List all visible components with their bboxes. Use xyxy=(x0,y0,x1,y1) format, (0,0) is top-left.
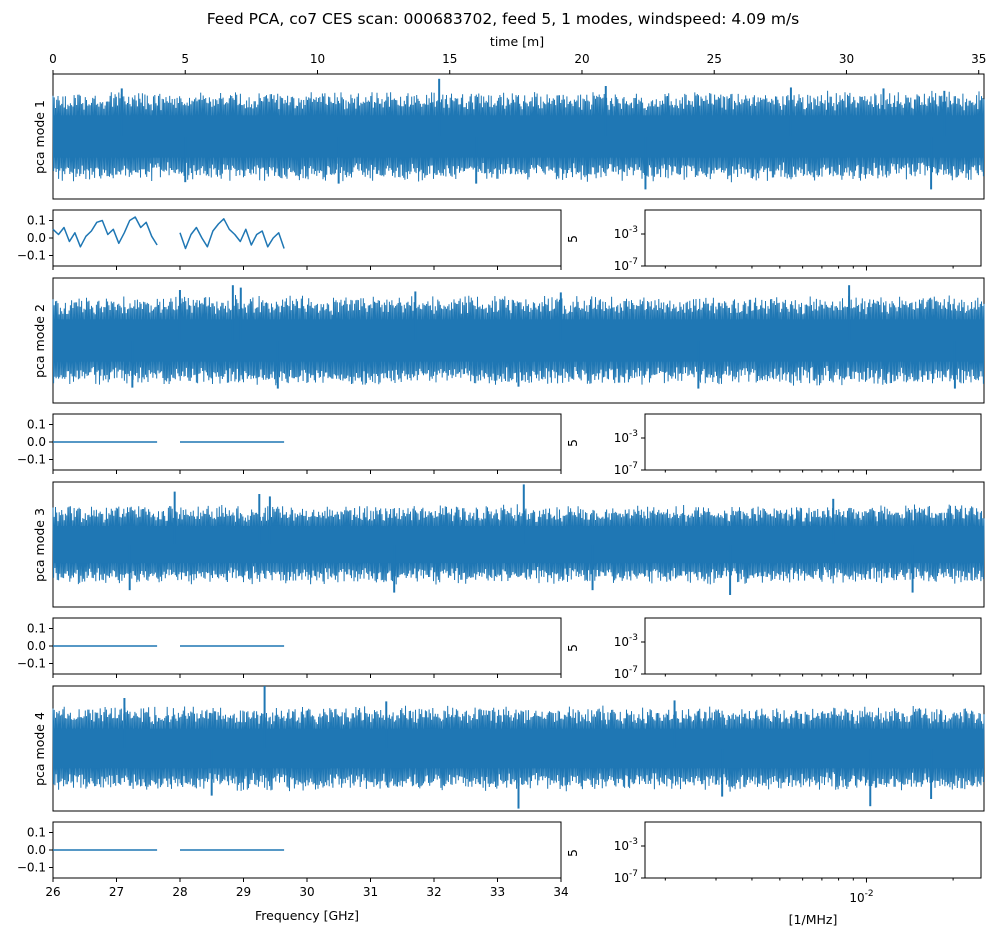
panel-pca-mode-2: pca mode 2 xyxy=(32,277,985,404)
pca-mode-4-ylabel: pca mode 4 xyxy=(32,712,47,786)
freq-1-series xyxy=(52,216,285,250)
pca-mode-3-ylabel: pca mode 3 xyxy=(32,508,47,582)
freq-3-side-label: 5 xyxy=(565,644,580,652)
figure-title: Feed PCA, co7 CES scan: 000683702, feed … xyxy=(207,10,800,28)
time-tick-label-3: 15 xyxy=(442,52,457,66)
psd-1-frame xyxy=(644,209,982,267)
freq-ytick-label-5-1: 0.0 xyxy=(27,639,46,653)
panel-freq-1: 0.1 0.0 −0.1 5 xyxy=(17,209,580,270)
freq-4-ticks: 0.1 0.0 −0.1 26 27 28 29 30 31 32 33 34 xyxy=(17,826,569,900)
pca-core-band-0 xyxy=(53,115,984,158)
freq-ytick-label-5-2: −0.1 xyxy=(17,657,46,671)
pca-core-band-4 xyxy=(53,525,984,564)
freq-trace-1-0 xyxy=(52,216,158,248)
freq-xtick-label-0: 26 xyxy=(45,885,60,899)
freq-ytick-label-1-1: 0.0 xyxy=(27,231,46,245)
pca-trace-0 xyxy=(52,90,985,183)
freq-xtick-label-3: 29 xyxy=(236,885,251,899)
time-axis-label: time [m] xyxy=(490,34,544,49)
freq-xtick-label-6: 32 xyxy=(426,885,441,899)
freq-ytick-label-7-0: 0.1 xyxy=(27,826,46,840)
freq-trace-1-1 xyxy=(179,218,285,250)
freq-1-ticks: 0.1 0.0 −0.1 xyxy=(17,214,562,270)
freq-4-side-label: 5 xyxy=(565,849,580,857)
panel-pca-mode-1: 0 5 10 15 20 25 30 35 pca mode 1 xyxy=(32,52,986,200)
psd-axis-label: [1/MHz] xyxy=(789,912,838,927)
panel-freq-3: 0.1 0.0 −0.1 5 xyxy=(17,617,580,678)
freq-xtick-label-5: 31 xyxy=(363,885,378,899)
panel-pca-mode-3: pca mode 3 xyxy=(32,481,985,608)
time-axis-ticks: 0 5 10 15 20 25 30 35 xyxy=(49,52,986,74)
panel-psd-4: 10-310-710-2 xyxy=(614,821,982,905)
freq-ytick-label-3-2: −0.1 xyxy=(17,453,46,467)
freq-ytick-label-7-1: 0.0 xyxy=(27,843,46,857)
freq-xtick-label-1: 27 xyxy=(109,885,124,899)
freq-2-side-label: 5 xyxy=(565,439,580,447)
time-tick-label-2: 10 xyxy=(310,52,325,66)
freq-ytick-label-7-2: −0.1 xyxy=(17,861,46,875)
time-tick-label-1: 5 xyxy=(181,52,189,66)
freq-ytick-label-3-1: 0.0 xyxy=(27,435,46,449)
psd-2-frame xyxy=(644,413,982,471)
pca-mode-3-series xyxy=(52,484,985,595)
freq-1-side-label: 5 xyxy=(565,235,580,243)
psd-4-ticks: 10-310-710-2 xyxy=(614,837,954,905)
time-tick-label-4: 20 xyxy=(574,52,589,66)
pca-trace-2 xyxy=(52,294,985,386)
freq-xtick-label-8: 34 xyxy=(553,885,568,899)
freq-axis-label: Frequency [GHz] xyxy=(255,908,359,923)
panel-freq-4: 0.1 0.0 −0.1 26 27 28 29 30 31 32 33 34 5 xyxy=(17,821,580,900)
pca-trace-6 xyxy=(52,705,985,792)
freq-xtick-label-7: 33 xyxy=(490,885,505,899)
panel-pca-mode-4: pca mode 4 xyxy=(32,685,985,812)
freq-ytick-label-1-2: −0.1 xyxy=(17,249,46,263)
pca-mode-4-series xyxy=(52,686,985,809)
pca-mode-1-series xyxy=(52,78,985,190)
freq-ytick-label-1-0: 0.1 xyxy=(27,214,46,228)
psd-3-frame xyxy=(644,617,982,675)
time-tick-label-6: 30 xyxy=(839,52,854,66)
time-tick-label-0: 0 xyxy=(49,52,57,66)
psd-4-frame xyxy=(644,821,982,879)
freq-2-ticks: 0.1 0.0 −0.1 xyxy=(17,418,562,474)
freq-xtick-label-2: 28 xyxy=(172,885,187,899)
time-tick-label-5: 25 xyxy=(707,52,722,66)
freq-ytick-label-3-0: 0.1 xyxy=(27,418,46,432)
freq-xtick-label-4: 30 xyxy=(299,885,314,899)
pca-mode-2-ylabel: pca mode 2 xyxy=(32,304,47,378)
panel-freq-2: 0.1 0.0 −0.1 5 xyxy=(17,413,580,474)
freq-ytick-label-5-0: 0.1 xyxy=(27,622,46,636)
freq-3-ticks: 0.1 0.0 −0.1 xyxy=(17,622,562,678)
pca-mode-1-ylabel: pca mode 1 xyxy=(32,100,47,174)
time-tick-label-7: 35 xyxy=(971,52,986,66)
pca-mode-2-series xyxy=(52,285,985,389)
pca-trace-4 xyxy=(52,504,985,585)
